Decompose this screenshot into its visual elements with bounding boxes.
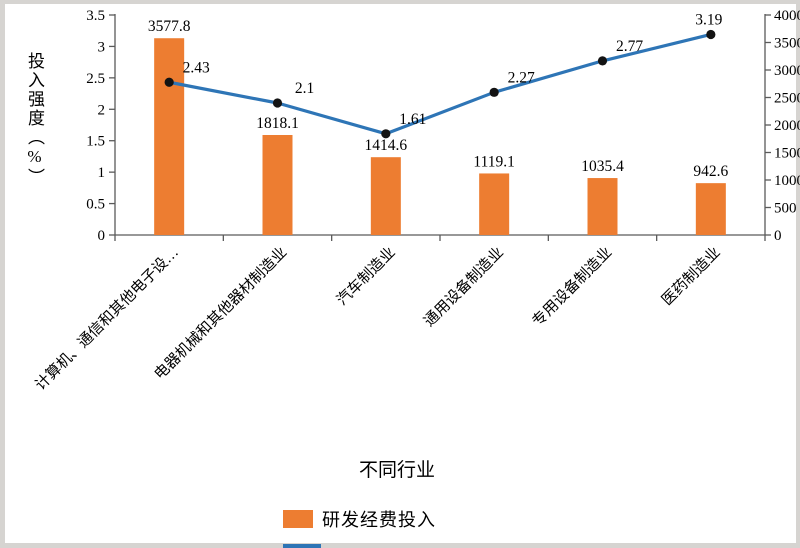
y-axis-tick-label: 3.5 [86, 8, 105, 24]
line-value-label: 2.1 [295, 80, 314, 97]
category-label: 医药制造业 [659, 244, 724, 309]
secondary-y-axis-tick-label: 1500 [774, 146, 800, 162]
bar [154, 38, 185, 235]
secondary-y-axis-tick-label: 3000 [774, 63, 800, 79]
legend: 研发经费投入 [283, 508, 436, 530]
x-axis-title: 不同行业 [358, 460, 435, 481]
line-value-label: 2.77 [616, 38, 643, 55]
bar-value-label: 1818.1 [256, 115, 299, 132]
bar-value-label: 3577.8 [148, 18, 191, 35]
secondary-y-axis-tick-label: 4000 [774, 8, 800, 24]
category-label: 专用设备制造业 [529, 244, 615, 330]
secondary-y-axis-tick-label: 2000 [774, 118, 800, 134]
line-marker [272, 98, 283, 108]
secondary-y-axis-tick-label: 3500 [774, 36, 800, 52]
line-value-label: 1.61 [399, 111, 426, 128]
bar-value-label: 1119.1 [473, 153, 514, 170]
bar [695, 183, 726, 235]
line-value-label: 3.19 [695, 11, 722, 28]
line-marker [164, 77, 174, 87]
legend-label: 研发经费投入 [322, 510, 436, 530]
y-axis-tick-label: 2 [98, 102, 106, 118]
secondary-y-axis-tick-label: 500 [774, 201, 797, 217]
bar-value-label: 1414.6 [365, 137, 408, 154]
chart-panel [5, 4, 796, 543]
bar-value-label: 1035.4 [581, 158, 624, 175]
y-axis-tick-label: 0 [98, 228, 106, 244]
line-marker [489, 87, 499, 97]
y-axis-title: 投入强度（%） [25, 52, 44, 187]
secondary-y-axis-tick-label: 0 [774, 228, 782, 244]
secondary-y-axis-tick-label: 1000 [774, 173, 800, 189]
line-value-label: 2.43 [183, 59, 210, 76]
legend-line-swatch-partial [283, 544, 321, 548]
trend-line [167, 32, 713, 136]
line-value-label: 2.27 [508, 69, 535, 86]
category-label: 通用设备制造业 [421, 244, 507, 330]
y-axis-tick-label: 1 [98, 165, 106, 181]
bar [262, 135, 293, 235]
y-axis-tick-label: 1.5 [86, 134, 105, 150]
line-marker [706, 29, 716, 40]
bar [479, 173, 510, 235]
bar [370, 157, 401, 235]
y-axis-tick-label: 0.5 [86, 197, 105, 213]
line-marker [381, 129, 391, 139]
bar-value-label: 942.6 [693, 163, 728, 180]
line-marker [597, 56, 608, 66]
y-axis-tick-label: 2.5 [86, 71, 105, 87]
bar [587, 178, 618, 235]
category-label: 汽车制造业 [334, 244, 399, 309]
legend-bar-swatch [283, 510, 313, 528]
secondary-y-axis-tick-label: 2500 [774, 91, 800, 107]
y-axis-tick-label: 3 [98, 39, 106, 55]
